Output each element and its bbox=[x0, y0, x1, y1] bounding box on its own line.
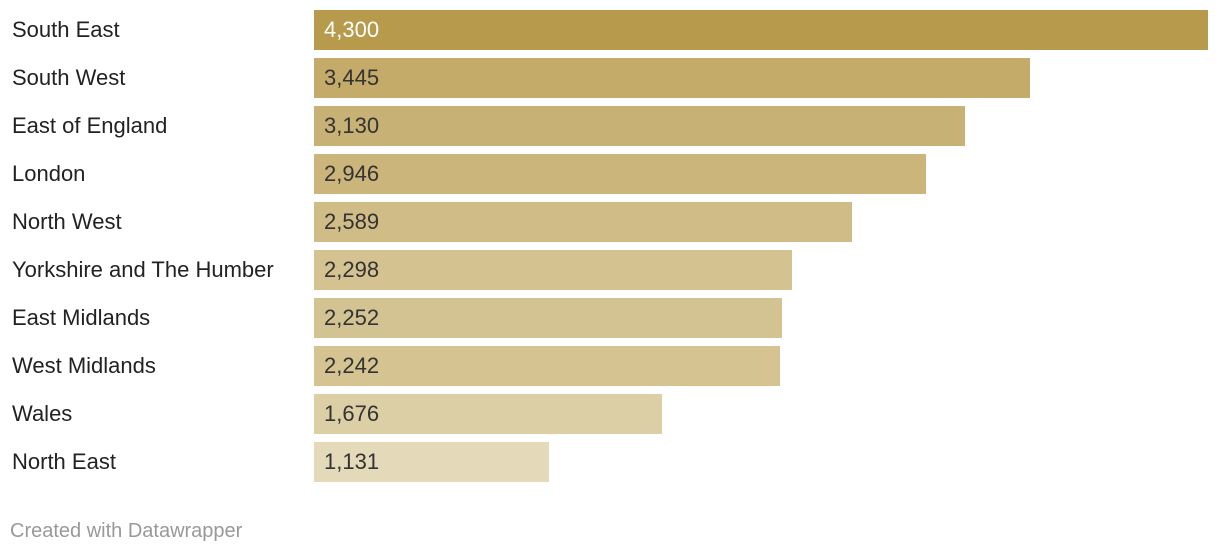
datawrapper-credit: Created with Datawrapper bbox=[10, 520, 243, 542]
category-label: West Midlands bbox=[12, 353, 156, 378]
category-label: South West bbox=[12, 65, 126, 90]
bar-value-label: 3,130 bbox=[324, 113, 380, 138]
bar-value-label: 3,445 bbox=[324, 65, 380, 90]
bar-value-label: 2,252 bbox=[324, 305, 380, 330]
bar bbox=[314, 250, 792, 290]
bar-value-label: 1,676 bbox=[324, 401, 380, 426]
bar bbox=[314, 58, 1030, 98]
category-label: Yorkshire and The Humber bbox=[12, 257, 274, 282]
bar bbox=[314, 202, 852, 242]
bar bbox=[314, 154, 926, 194]
bar bbox=[314, 298, 782, 338]
bar-chart: South East 4,300 South West 3,445 East of En… bbox=[12, 10, 1208, 482]
category-label: South East bbox=[12, 17, 120, 42]
category-label: North West bbox=[12, 209, 122, 234]
bar-value-label: 2,589 bbox=[324, 209, 380, 234]
category-label: East of England bbox=[12, 113, 168, 138]
bar-value-label: 2,298 bbox=[324, 257, 380, 282]
category-label: Wales bbox=[12, 401, 73, 426]
category-label: London bbox=[12, 161, 86, 186]
bar-value-label: 1,131 bbox=[324, 449, 380, 474]
bar-value-label: 2,242 bbox=[324, 353, 380, 378]
bar-value-label: 4,300 bbox=[324, 17, 380, 42]
bar bbox=[314, 106, 965, 146]
bar-value-label: 2,946 bbox=[324, 161, 380, 186]
category-label: North East bbox=[12, 449, 116, 474]
bar bbox=[314, 346, 780, 386]
category-label: East Midlands bbox=[12, 305, 151, 330]
bar bbox=[314, 442, 549, 482]
bar bbox=[314, 394, 662, 434]
bar bbox=[314, 10, 1208, 50]
